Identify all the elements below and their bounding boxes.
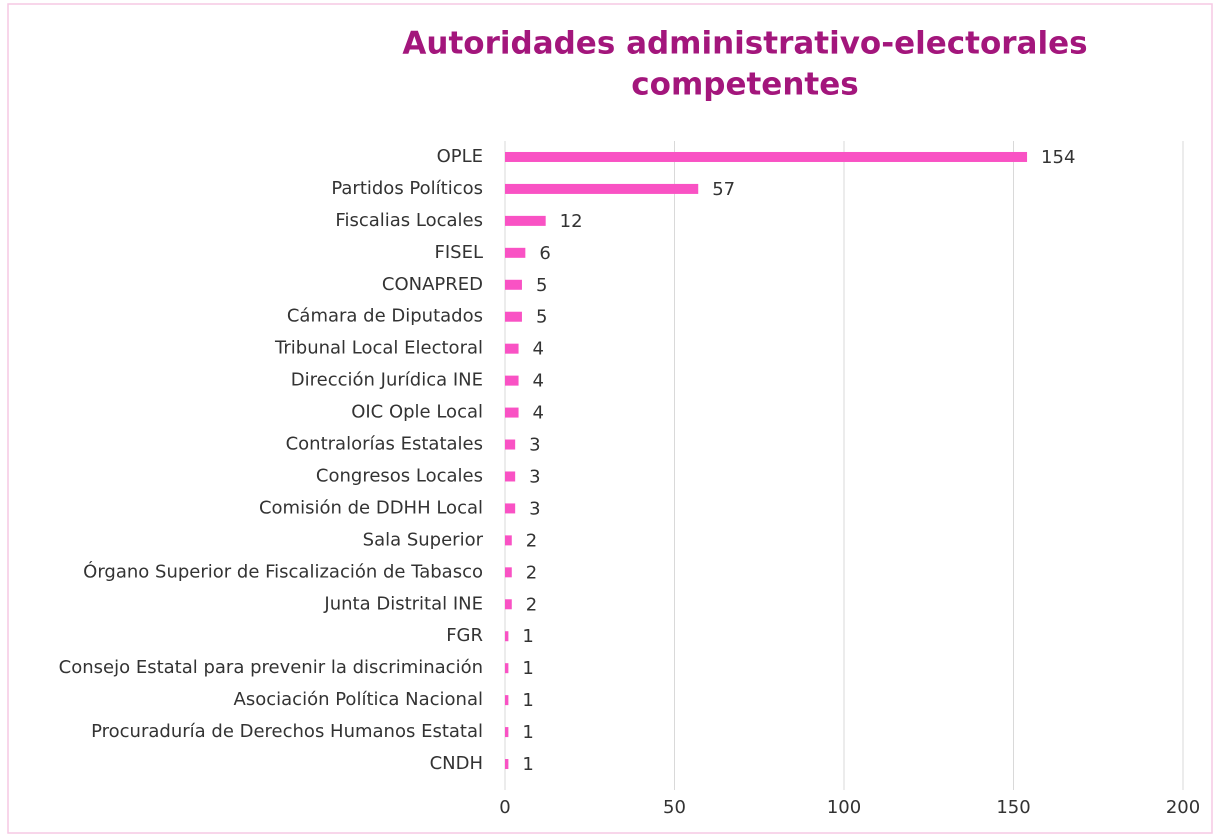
bar bbox=[505, 311, 522, 322]
bar bbox=[505, 759, 509, 770]
value-label: 5 bbox=[536, 307, 547, 328]
y-tick-label: OPLE bbox=[437, 146, 483, 167]
value-label: 6 bbox=[539, 243, 550, 264]
bar bbox=[505, 503, 516, 514]
y-tick-label: Órgano Superior de Fiscalización de Taba… bbox=[83, 560, 483, 582]
y-tick-label: Junta Distrital INE bbox=[323, 593, 483, 614]
bar bbox=[505, 343, 519, 354]
value-label: 1 bbox=[522, 658, 533, 679]
bar bbox=[505, 567, 512, 578]
value-label: 154 bbox=[1041, 147, 1075, 168]
value-label: 1 bbox=[522, 690, 533, 711]
value-label: 2 bbox=[526, 530, 537, 551]
chart-title: competentes bbox=[631, 67, 858, 103]
value-label: 12 bbox=[560, 211, 583, 232]
value-label: 2 bbox=[526, 594, 537, 615]
chart-title: Autoridades administrativo-electorales bbox=[402, 26, 1087, 62]
bar bbox=[505, 407, 519, 418]
y-tick-label: Comisión de DDHH Local bbox=[259, 497, 483, 518]
bar bbox=[505, 183, 699, 194]
value-label: 3 bbox=[529, 466, 540, 487]
value-label: 1 bbox=[522, 626, 533, 647]
bar bbox=[505, 599, 512, 610]
bar bbox=[505, 151, 1028, 162]
bar bbox=[505, 631, 509, 642]
value-label: 3 bbox=[529, 498, 540, 519]
bar bbox=[505, 279, 522, 290]
value-label: 3 bbox=[529, 435, 540, 456]
y-tick-label: Asociación Política Nacional bbox=[234, 689, 483, 710]
value-label: 5 bbox=[536, 275, 547, 296]
y-tick-label: Sala Superior bbox=[363, 529, 484, 550]
y-tick-label: FISEL bbox=[435, 242, 484, 263]
bar bbox=[505, 215, 546, 226]
value-label: 2 bbox=[526, 562, 537, 583]
value-label: 4 bbox=[533, 371, 544, 392]
x-tick-label: 200 bbox=[1166, 797, 1200, 818]
y-tick-label: Tribunal Local Electoral bbox=[274, 338, 483, 359]
value-label: 1 bbox=[522, 722, 533, 743]
y-tick-label: OIC Ople Local bbox=[351, 402, 483, 423]
y-tick-label: Contralorías Estatales bbox=[286, 434, 483, 455]
bar bbox=[505, 375, 519, 386]
y-tick-label: CONAPRED bbox=[382, 274, 483, 295]
bar bbox=[505, 535, 512, 546]
chart-border bbox=[7, 3, 1213, 834]
y-tick-label: Consejo Estatal para prevenir la discrim… bbox=[59, 657, 483, 678]
y-tick-label: Congresos Locales bbox=[316, 465, 483, 486]
y-tick-label: Cámara de Diputados bbox=[287, 306, 483, 327]
y-tick-label: Procuraduría de Derechos Humanos Estatal bbox=[91, 721, 483, 742]
y-tick-label: Partidos Políticos bbox=[331, 178, 483, 199]
bar bbox=[505, 471, 516, 482]
x-tick-label: 50 bbox=[663, 797, 686, 818]
value-label: 57 bbox=[712, 179, 735, 200]
bar bbox=[505, 439, 516, 450]
y-tick-label: Dirección Jurídica INE bbox=[291, 370, 483, 391]
x-tick-label: 0 bbox=[499, 797, 510, 818]
bar bbox=[505, 247, 526, 258]
y-tick-label: Fiscalias Locales bbox=[335, 210, 483, 231]
y-tick-label: CNDH bbox=[430, 753, 483, 774]
y-tick-label: FGR bbox=[446, 625, 483, 646]
value-label: 1 bbox=[522, 754, 533, 775]
value-label: 4 bbox=[533, 403, 544, 424]
value-label: 4 bbox=[533, 339, 544, 360]
x-tick-label: 150 bbox=[996, 797, 1030, 818]
bar bbox=[505, 695, 509, 706]
x-tick-label: 100 bbox=[827, 797, 861, 818]
bar bbox=[505, 727, 509, 738]
bar bbox=[505, 663, 509, 674]
